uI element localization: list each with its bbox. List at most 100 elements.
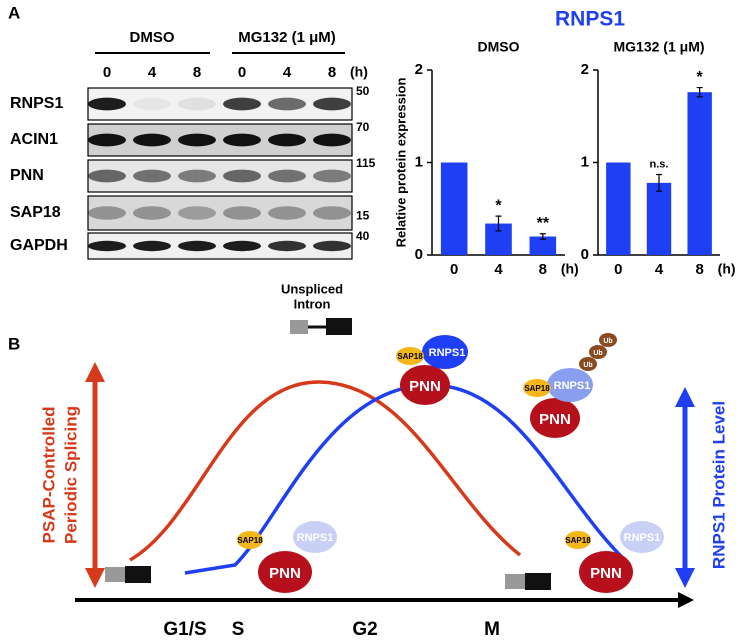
intron-label: Intron xyxy=(294,296,331,311)
gene-exon xyxy=(105,567,125,582)
error-bar xyxy=(696,86,703,98)
band xyxy=(268,206,306,220)
y-tick-label: 1 xyxy=(415,153,423,170)
pnn xyxy=(400,365,450,405)
phase-label: G1/S xyxy=(163,619,206,640)
protein-label: ACIN1 xyxy=(10,131,58,148)
blot-panel xyxy=(87,123,353,157)
pnn xyxy=(530,398,580,438)
x-tick-label: 0 xyxy=(450,261,458,278)
charts-title: RNPS1 xyxy=(555,8,625,31)
phase-label: M xyxy=(484,619,500,640)
x-unit: (h) xyxy=(718,261,736,277)
band xyxy=(133,169,171,183)
blot-panel xyxy=(87,195,353,231)
x-tick-label: 4 xyxy=(655,261,664,278)
intron-label: Unspliced xyxy=(281,281,343,296)
y-axis-label: Relative protein expression xyxy=(393,78,408,248)
significance-label: n.s. xyxy=(650,158,669,170)
error-bar xyxy=(495,215,502,232)
mw-marker: 40 xyxy=(356,229,370,243)
x-tick-label: 0 xyxy=(614,261,622,278)
lane-label: 8 xyxy=(328,64,336,81)
protein-label: GAPDH xyxy=(10,237,68,254)
rnps1-label: RNPS1 xyxy=(297,532,334,544)
band xyxy=(88,240,126,252)
arrow-head xyxy=(675,568,695,588)
bar xyxy=(646,182,672,255)
rnps1-label: RNPS1 xyxy=(429,347,466,359)
band xyxy=(313,133,351,147)
gene-exon xyxy=(525,573,551,590)
rnps1 xyxy=(620,521,664,553)
sap18 xyxy=(523,379,551,397)
sap18 xyxy=(565,531,591,549)
chart-title: MG132 (1 μM) xyxy=(613,39,704,55)
y-tick-label: 2 xyxy=(415,61,423,78)
pnn-label: PNN xyxy=(539,411,571,428)
phase-label: G2 xyxy=(352,619,377,640)
error-bar xyxy=(539,233,546,240)
bar xyxy=(606,162,631,255)
ub xyxy=(589,345,607,359)
band xyxy=(88,133,126,147)
splicing-curve xyxy=(129,380,522,562)
blot-panel xyxy=(87,232,353,260)
rnps1 xyxy=(422,335,468,369)
band xyxy=(268,133,306,147)
gene-exon xyxy=(505,574,525,589)
rnps1 xyxy=(547,368,593,402)
bar xyxy=(687,92,712,255)
band xyxy=(313,97,351,111)
x-unit: (h) xyxy=(561,261,579,277)
lane-label: 4 xyxy=(148,64,157,81)
lane-label: 8 xyxy=(193,64,201,81)
ub xyxy=(579,357,597,371)
ub-label: Ub xyxy=(583,362,592,369)
ub xyxy=(599,333,617,347)
lane-label: 4 xyxy=(283,64,292,81)
panel-label: B xyxy=(8,334,20,353)
condition-label: DMSO xyxy=(130,29,175,46)
blot-panel xyxy=(87,87,353,121)
band xyxy=(133,240,171,252)
gene-exon xyxy=(290,320,308,334)
band xyxy=(313,169,351,183)
significance-label: * xyxy=(697,69,704,86)
significance-label: ** xyxy=(537,215,550,232)
band xyxy=(313,206,351,220)
significance-label: * xyxy=(495,197,502,214)
band xyxy=(178,206,216,220)
band xyxy=(313,240,351,252)
pnn-label: PNN xyxy=(409,378,441,395)
left-label: PSAP-Controlled xyxy=(39,407,58,544)
gene-exon xyxy=(326,318,352,335)
pnn-label: PNN xyxy=(269,565,301,582)
y-tick-label: 2 xyxy=(581,61,589,78)
band xyxy=(223,206,261,220)
rnps1-label: RNPS1 xyxy=(554,380,591,392)
diagram: G1/S S G2 M PSAP-Controlled Periodic Spl… xyxy=(39,281,728,640)
x-tick-label: 8 xyxy=(695,261,703,278)
left-label: Periodic Splicing xyxy=(61,406,80,544)
protein-label: RNPS1 xyxy=(10,95,63,112)
band xyxy=(133,206,171,220)
sap18-label: SAP18 xyxy=(524,384,550,393)
error-bar xyxy=(656,173,662,192)
band xyxy=(178,133,216,147)
time-unit: (h) xyxy=(350,64,368,80)
mw-marker: 15 xyxy=(356,209,370,223)
band xyxy=(178,240,216,252)
band xyxy=(268,240,306,252)
band xyxy=(223,97,261,111)
rnps1 xyxy=(293,521,337,553)
band xyxy=(88,169,126,183)
ub-label: Ub xyxy=(593,350,602,357)
band xyxy=(268,97,306,111)
sap18 xyxy=(237,531,263,549)
band xyxy=(268,169,306,183)
protein-label: PNN xyxy=(10,167,44,184)
arrow-head xyxy=(85,362,105,382)
band xyxy=(223,169,261,183)
